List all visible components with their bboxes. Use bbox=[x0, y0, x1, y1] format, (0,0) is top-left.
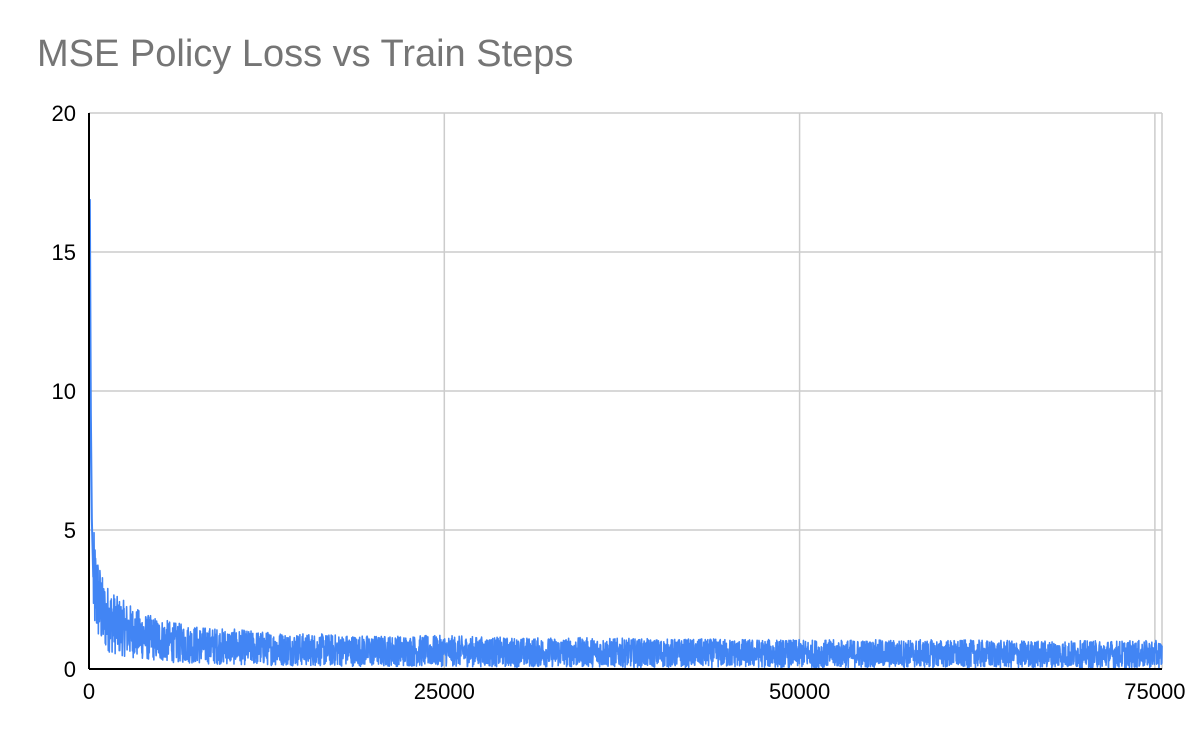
y-tick-label: 15 bbox=[52, 240, 76, 265]
series-area bbox=[88, 199, 1163, 669]
x-tick-label: 0 bbox=[83, 679, 95, 704]
chart-title: MSE Policy Loss vs Train Steps bbox=[37, 33, 574, 75]
x-tick-label: 25000 bbox=[414, 679, 475, 704]
axes bbox=[88, 113, 1162, 670]
tick-labels: 0 5 10 15 20 0 25000 50000 75000 bbox=[52, 101, 1186, 704]
y-tick-label: 5 bbox=[64, 518, 76, 543]
y-tick-label: 0 bbox=[64, 657, 76, 682]
y-tick-label: 10 bbox=[52, 379, 76, 404]
x-tick-label: 75000 bbox=[1124, 679, 1185, 704]
y-tick-label: 20 bbox=[52, 101, 76, 126]
grid-lines bbox=[89, 112, 1163, 669]
x-tick-label: 50000 bbox=[769, 679, 830, 704]
series-line bbox=[92, 531, 1163, 669]
